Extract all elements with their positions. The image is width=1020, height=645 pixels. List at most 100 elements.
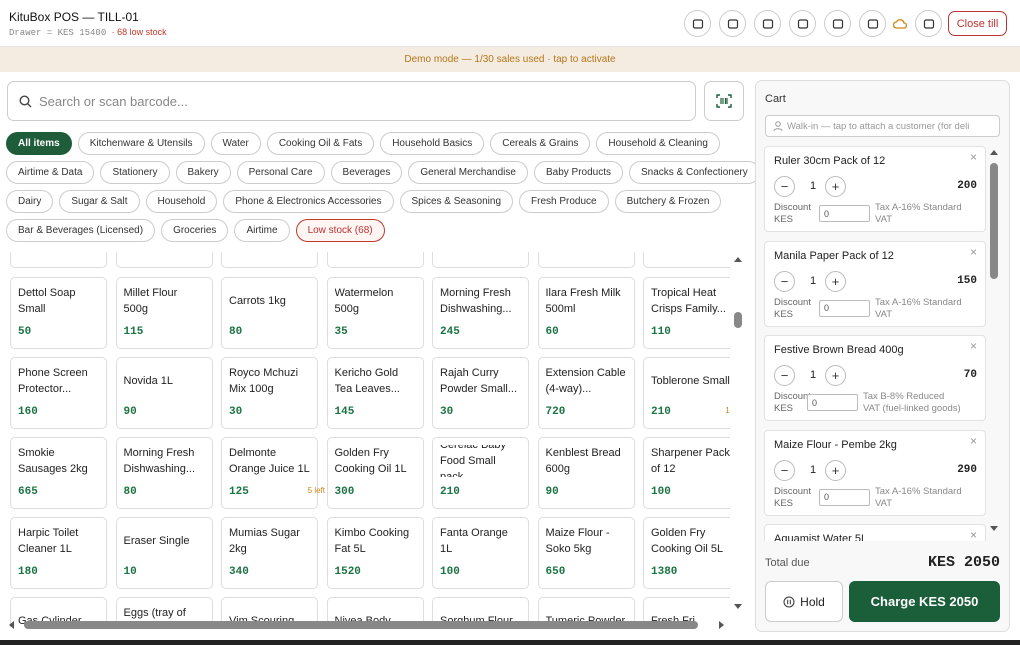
product-card[interactable]	[537, 252, 635, 268]
product-card[interactable]: Eraser Single 10	[115, 517, 213, 589]
grid-scrollbar[interactable]	[733, 256, 743, 612]
decrease-button[interactable]: −	[774, 270, 795, 292]
product-card[interactable]: Morning Fresh Dishwashing... 80	[115, 437, 213, 509]
product-card[interactable]	[643, 252, 730, 268]
demo-banner[interactable]: Demo mode — 1/30 sales used · tap to act…	[0, 47, 1020, 72]
remove-button[interactable]: ×	[969, 339, 977, 353]
category-chip[interactable]: Sugar & Salt	[59, 190, 140, 213]
product-card[interactable]: Watermelon 500g 35	[326, 277, 424, 349]
remove-button[interactable]: ×	[969, 528, 977, 541]
toolbar-icon[interactable]	[684, 10, 711, 37]
category-chip[interactable]: All items	[6, 132, 72, 155]
category-chip[interactable]: Water	[210, 132, 261, 155]
remove-button[interactable]: ×	[969, 244, 977, 259]
close-till-button[interactable]: Close till	[948, 11, 1007, 36]
category-chip[interactable]: Beverages	[330, 161, 403, 184]
product-name: Ilara Fresh Milk 500ml	[545, 287, 621, 315]
remove-button[interactable]: ×	[969, 150, 977, 164]
category-chip[interactable]: Bakery	[175, 161, 231, 184]
product-card[interactable]: Toblerone Small 210 10 left	[643, 357, 730, 429]
product-card[interactable]: Cerelac Baby Food Small pack 210	[432, 437, 529, 509]
product-card[interactable]: Dettol Soap Small 50	[10, 277, 107, 349]
grid-hscrollbar[interactable]	[8, 619, 726, 631]
sync-icon[interactable]	[892, 17, 908, 35]
decrease-button[interactable]: −	[774, 365, 795, 386]
increase-button[interactable]: +	[825, 270, 846, 292]
category-chip[interactable]: Baby Products	[533, 161, 624, 184]
scan-button[interactable]	[704, 81, 744, 121]
hold-button[interactable]: Hold	[765, 581, 843, 622]
discount-input[interactable]: 0	[819, 205, 870, 222]
category-chip[interactable]: General Merchandise	[408, 161, 528, 184]
customer-field[interactable]: Walk-in — tap to attach a customer (for …	[765, 115, 1000, 137]
product-card[interactable]: Kenblest Bread 600g 90	[537, 437, 635, 509]
search-box[interactable]: Search or scan barcode...	[7, 81, 696, 121]
category-chip[interactable]: Airtime	[234, 219, 290, 242]
product-card[interactable]	[432, 252, 529, 268]
product-card[interactable]: Smokie Sausages 2kg 665	[10, 437, 107, 509]
product-card[interactable]: Delmonte Orange Juice 1L 125 5 left	[221, 437, 325, 509]
product-card[interactable]: Rajah Curry Powder Small... 30	[432, 357, 529, 429]
category-chip[interactable]: Dairy	[6, 190, 54, 213]
category-chip[interactable]: Butchery & Frozen	[614, 190, 722, 213]
product-card[interactable]: Mumias Sugar 2kg 340	[221, 517, 318, 589]
product-card[interactable]: Millet Flour 500g 115	[115, 277, 213, 349]
product-card[interactable]	[221, 252, 318, 268]
toolbar-icon[interactable]	[719, 10, 746, 37]
product-card[interactable]: Kimbo Cooking Fat 5L 1520	[326, 517, 424, 589]
category-chip[interactable]: Spices & Seasoning	[399, 190, 514, 213]
low-stock-note[interactable]: · 68 low stock	[111, 27, 167, 37]
category-chip[interactable]: Phone & Electronics Accessories	[223, 190, 394, 213]
product-card[interactable]: Maize Flour - Soko 5kg 650	[537, 517, 635, 589]
increase-button[interactable]: +	[825, 459, 846, 481]
product-card[interactable]: Carrots 1kg 80	[221, 277, 318, 349]
product-card[interactable]: Fanta Orange 1L 100	[432, 517, 529, 589]
product-card[interactable]: Harpic Toilet Cleaner 1L 180	[10, 517, 107, 589]
product-card[interactable]: Novida 1L 90	[115, 357, 213, 429]
decrease-button[interactable]: −	[774, 176, 795, 197]
category-chip[interactable]: Cereals & Grains	[490, 132, 591, 155]
toolbar-icon[interactable]	[859, 10, 886, 37]
category-chip[interactable]: Low stock (68)	[295, 219, 385, 242]
category-chip[interactable]: Personal Care	[236, 161, 325, 184]
category-chip[interactable]: Cooking Oil & Fats	[266, 132, 375, 155]
product-card[interactable]: Kericho Gold Tea Leaves... 145	[326, 357, 424, 429]
increase-button[interactable]: +	[825, 365, 846, 386]
product-card[interactable]: Sharpener Pack of 12 100	[643, 437, 730, 509]
product-card[interactable]: Phone Screen Protector... 160	[10, 357, 107, 429]
category-chip[interactable]: Airtime & Data	[6, 161, 95, 184]
category-chip[interactable]: Bar & Beverages (Licensed)	[6, 219, 156, 242]
category-chip[interactable]: Household & Cleaning	[596, 132, 720, 155]
product-card[interactable]: Tropical Heat Crisps Family...1101 left	[643, 277, 730, 349]
product-price: 30	[229, 406, 243, 418]
product-card[interactable]	[115, 252, 213, 268]
product-name: Kimbo Cooking Fat 5L	[334, 527, 410, 555]
product-card[interactable]: Golden Fry Cooking Oil 1L 300	[326, 437, 424, 509]
product-card[interactable]: Extension Cable (4-way)... 720	[537, 357, 635, 429]
increase-button[interactable]: +	[825, 176, 846, 197]
cart-scrollbar[interactable]	[989, 148, 999, 538]
product-card[interactable]: Ilara Fresh Milk 500ml 60	[537, 277, 635, 349]
toolbar-icon[interactable]	[789, 10, 816, 37]
product-card[interactable]: Morning Fresh Dishwashing... 245	[432, 277, 529, 349]
category-chip[interactable]: Kitchenware & Utensils	[77, 132, 205, 155]
category-chip[interactable]: Household	[145, 190, 218, 213]
product-card[interactable]	[326, 252, 424, 268]
remove-button[interactable]: ×	[969, 433, 977, 448]
toolbar-icon[interactable]	[824, 10, 851, 37]
category-chip[interactable]: Snacks & Confectionery	[629, 161, 760, 184]
product-card[interactable]	[10, 252, 107, 268]
category-chip[interactable]: Stationery	[100, 161, 170, 184]
discount-input[interactable]: 0	[807, 394, 858, 411]
decrease-button[interactable]: −	[774, 459, 795, 481]
charge-button[interactable]: Charge KES 2050	[849, 581, 1000, 622]
product-card[interactable]: Golden Fry Cooking Oil 5L 1380	[643, 517, 730, 589]
discount-input[interactable]: 0	[819, 299, 870, 317]
discount-input[interactable]: 0	[819, 488, 870, 506]
product-card[interactable]: Royco Mchuzi Mix 100g 30	[221, 357, 318, 429]
toolbar-icon[interactable]	[754, 10, 781, 37]
category-chip[interactable]: Fresh Produce	[519, 190, 609, 213]
category-chip[interactable]: Household Basics	[380, 132, 485, 155]
category-chip[interactable]: Groceries	[161, 219, 229, 242]
toolbar-icon[interactable]	[915, 10, 942, 37]
